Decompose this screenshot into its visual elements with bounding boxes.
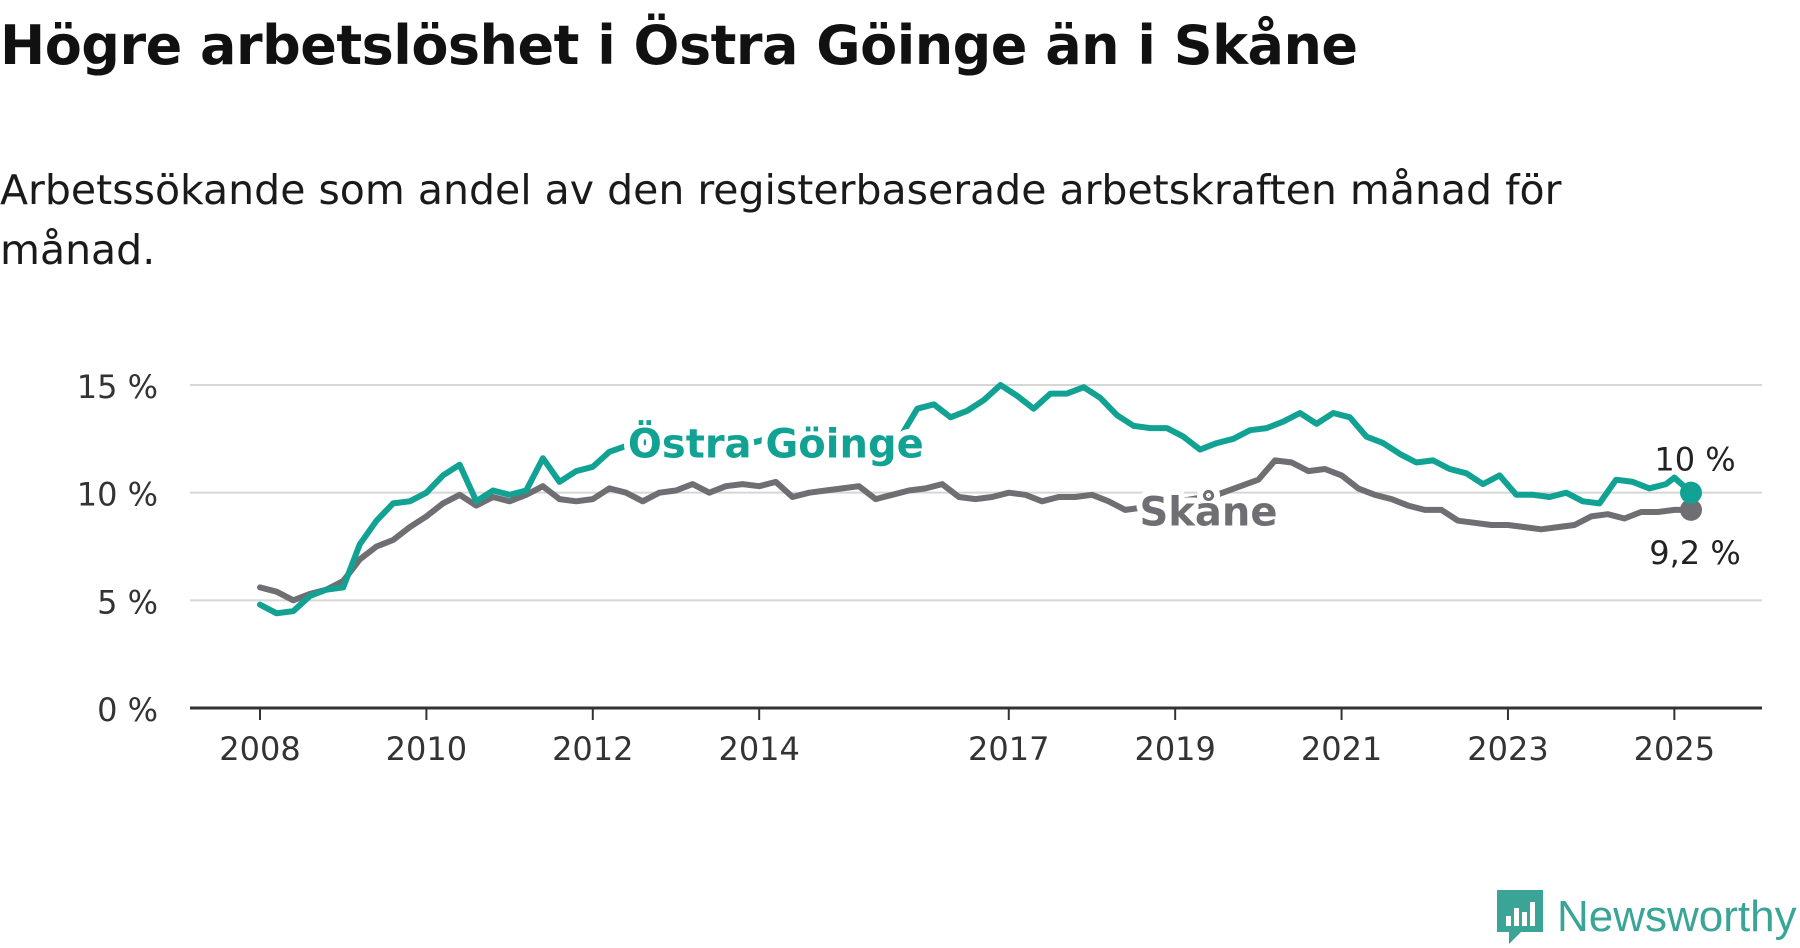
- y-tick-label: 5 %: [97, 583, 158, 621]
- y-axis-ticks: 0 % 5 % 10 % 15 %: [77, 368, 158, 729]
- x-tick-label: 2008: [219, 730, 300, 768]
- brand: Newsworthy: [1495, 888, 1797, 946]
- series-line-ostra-goinge: [257, 382, 1694, 617]
- newsworthy-logo-icon: [1497, 890, 1543, 944]
- series-end-point: [1680, 481, 1702, 504]
- x-tick-label: 2010: [386, 730, 467, 768]
- y-tick-label: 10 %: [77, 476, 158, 514]
- grid-lines: [190, 384, 1762, 602]
- series-label-skane: Skåne: [1139, 489, 1277, 536]
- x-tick-label: 2023: [1467, 730, 1548, 768]
- chart-subtitle: Arbetssökande som andel av den registerb…: [0, 166, 1562, 274]
- chart-title: Högre arbetslöshet i Östra Göinge än i S…: [0, 14, 1358, 77]
- end-value-skane: 9,2 %: [1649, 534, 1740, 572]
- series-line-skane: [257, 457, 1694, 604]
- x-tick-label: 2019: [1134, 730, 1215, 768]
- x-tick-label: 2021: [1301, 730, 1382, 768]
- series-label-ostra-goinge: Östra Göinge: [628, 419, 924, 467]
- x-tick-label: 2012: [552, 730, 633, 768]
- series-end-point: [1680, 498, 1702, 521]
- x-tick-label: 2014: [718, 730, 799, 768]
- x-axis: 2008 2010 2012 2014 2017 2019 2021 2023 2025: [190, 706, 1762, 768]
- brand-name: Newsworthy: [1557, 892, 1797, 941]
- series-lines: [257, 382, 1702, 617]
- y-tick-label: 0 %: [97, 691, 158, 729]
- end-value-ostra-goinge: 10 %: [1654, 441, 1735, 479]
- y-tick-label: 15 %: [77, 368, 158, 406]
- x-tick-label: 2017: [968, 730, 1049, 768]
- series-labels: Östra Göinge Skåne 10 % 9,2 %: [622, 413, 1744, 575]
- x-tick-label: 2025: [1634, 730, 1715, 768]
